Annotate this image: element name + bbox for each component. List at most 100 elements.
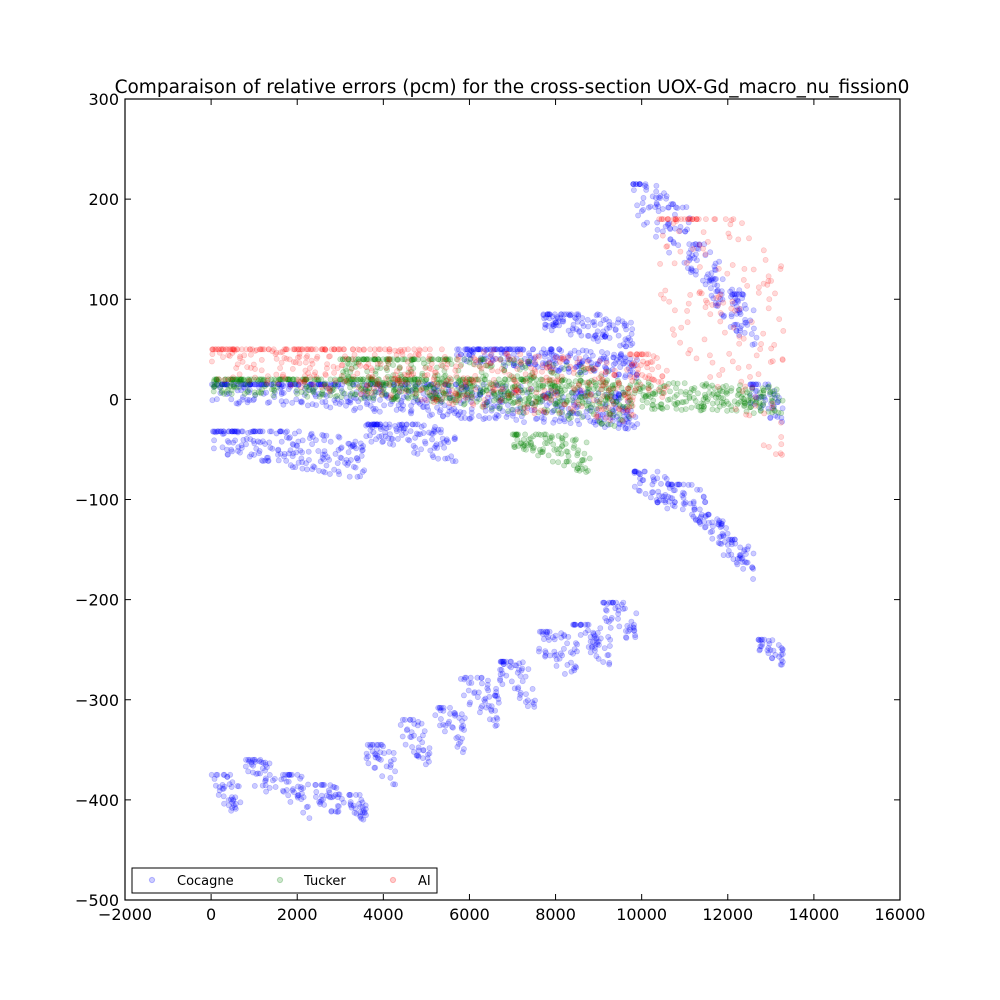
data-point bbox=[602, 615, 609, 621]
data-point bbox=[304, 353, 311, 359]
data-point bbox=[731, 536, 738, 543]
data-point bbox=[210, 428, 217, 435]
data-point bbox=[551, 636, 558, 643]
data-point bbox=[495, 699, 502, 706]
data-point bbox=[310, 386, 317, 392]
data-point bbox=[310, 381, 316, 388]
data-point bbox=[528, 365, 534, 371]
data-point bbox=[320, 796, 326, 803]
data-point bbox=[545, 634, 551, 640]
data-point bbox=[435, 387, 442, 394]
data-point bbox=[244, 396, 251, 403]
data-point bbox=[266, 760, 273, 767]
data-point bbox=[603, 331, 609, 338]
data-point bbox=[572, 364, 579, 371]
data-point bbox=[474, 674, 481, 681]
data-point bbox=[601, 599, 607, 606]
data-point bbox=[380, 424, 387, 431]
data-point bbox=[385, 424, 392, 431]
data-point bbox=[439, 435, 446, 442]
data-point bbox=[569, 409, 575, 416]
legend-marker-cocagne bbox=[148, 876, 156, 884]
data-point bbox=[529, 400, 536, 407]
data-point bbox=[402, 429, 409, 436]
data-point bbox=[606, 367, 612, 374]
data-point bbox=[251, 396, 258, 402]
data-point bbox=[498, 365, 505, 372]
data-point bbox=[627, 626, 633, 633]
data-point bbox=[437, 407, 444, 413]
data-point bbox=[738, 555, 745, 562]
plot-frame bbox=[124, 98, 901, 901]
data-point bbox=[597, 625, 604, 631]
data-point bbox=[278, 389, 285, 396]
data-point bbox=[259, 765, 266, 772]
data-point bbox=[538, 407, 544, 414]
data-point bbox=[233, 365, 240, 371]
data-point bbox=[371, 408, 378, 414]
data-point bbox=[724, 407, 730, 414]
data-point bbox=[488, 351, 495, 358]
data-point bbox=[620, 409, 626, 415]
data-point bbox=[312, 391, 318, 398]
data-point bbox=[378, 433, 385, 439]
data-point bbox=[631, 468, 638, 475]
data-point bbox=[301, 385, 308, 392]
data-point bbox=[334, 460, 341, 466]
data-point bbox=[640, 477, 647, 483]
data-point bbox=[587, 638, 594, 645]
data-point bbox=[649, 366, 655, 373]
data-point bbox=[293, 388, 299, 395]
data-point bbox=[471, 361, 478, 368]
data-point bbox=[460, 397, 467, 404]
data-point bbox=[475, 346, 482, 353]
data-point bbox=[542, 431, 549, 438]
data-point bbox=[347, 801, 354, 808]
data-point bbox=[561, 416, 567, 423]
data-point bbox=[248, 451, 255, 458]
data-point bbox=[574, 403, 581, 410]
data-point bbox=[306, 381, 313, 388]
data-point bbox=[386, 356, 393, 363]
data-point bbox=[500, 661, 507, 667]
data-point bbox=[438, 346, 445, 353]
data-point bbox=[239, 358, 246, 365]
data-point bbox=[243, 756, 249, 763]
data-point bbox=[600, 411, 606, 418]
data-point bbox=[497, 658, 504, 665]
data-point bbox=[717, 318, 724, 325]
data-point bbox=[247, 381, 254, 388]
data-point bbox=[649, 402, 656, 408]
data-point bbox=[620, 606, 627, 612]
data-point bbox=[361, 809, 368, 815]
data-point bbox=[429, 452, 436, 459]
data-point bbox=[650, 489, 656, 496]
data-point bbox=[669, 326, 676, 333]
data-point bbox=[531, 703, 538, 710]
data-point bbox=[540, 346, 547, 353]
data-point bbox=[610, 599, 616, 606]
data-point bbox=[481, 358, 487, 365]
data-point bbox=[399, 381, 405, 388]
data-point bbox=[614, 413, 620, 420]
data-point bbox=[422, 761, 429, 768]
data-point bbox=[700, 245, 706, 252]
data-point bbox=[541, 392, 548, 398]
data-point bbox=[228, 446, 235, 453]
data-point bbox=[374, 752, 380, 759]
data-point bbox=[221, 377, 228, 383]
data-point bbox=[504, 402, 511, 408]
data-point bbox=[495, 394, 501, 401]
data-point bbox=[399, 421, 406, 428]
data-point bbox=[515, 684, 522, 691]
data-point bbox=[360, 356, 367, 363]
data-point bbox=[252, 392, 259, 398]
data-point bbox=[326, 353, 333, 360]
data-point bbox=[608, 392, 615, 399]
data-point bbox=[623, 425, 629, 431]
data-point bbox=[722, 329, 728, 336]
data-point bbox=[314, 381, 320, 388]
data-point bbox=[334, 381, 341, 388]
data-point bbox=[457, 676, 464, 682]
data-point bbox=[403, 393, 410, 399]
